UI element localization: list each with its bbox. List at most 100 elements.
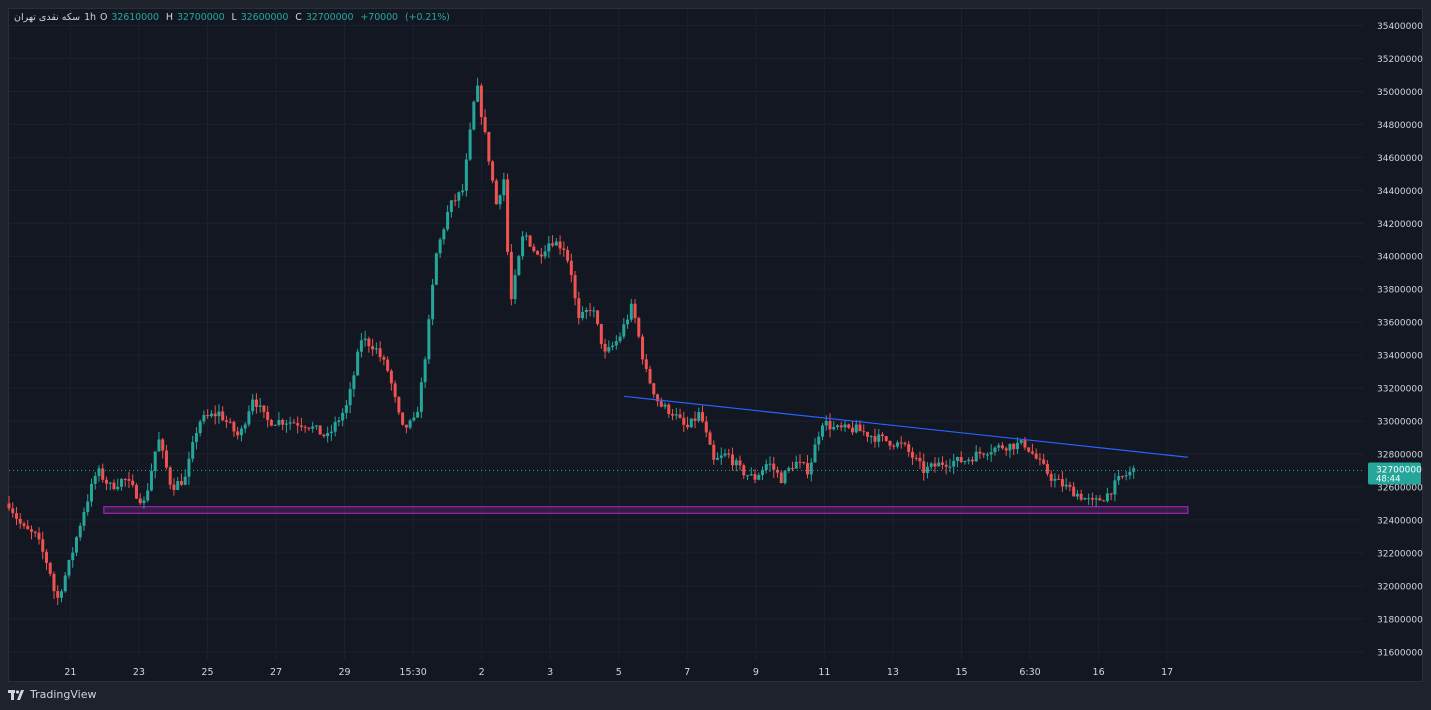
candle-body <box>1128 471 1132 476</box>
candle-body <box>247 411 251 425</box>
candle-body <box>974 451 978 462</box>
candle-body <box>895 442 899 447</box>
x-tick-label: 13 <box>887 667 899 678</box>
candle-body <box>112 482 116 490</box>
y-tick-label: 32600000 <box>1377 483 1423 493</box>
candle-body <box>626 319 630 325</box>
candle-body <box>329 431 333 433</box>
candle-body <box>1072 486 1076 497</box>
candle-body <box>918 457 922 462</box>
candle-body <box>532 246 536 252</box>
candle-body <box>554 241 558 246</box>
x-tick-label: 21 <box>64 667 76 678</box>
candle-body <box>236 431 240 436</box>
candle-body <box>198 421 202 434</box>
candle-body <box>914 457 918 459</box>
candle-body <box>940 462 944 465</box>
candle-body <box>344 405 348 413</box>
brand-name[interactable]: TradingView <box>30 688 97 701</box>
candle-body <box>431 284 435 320</box>
candle-body <box>224 420 228 422</box>
candle-body <box>1008 443 1012 451</box>
candle-body <box>667 404 671 415</box>
x-tick-label: 16 <box>1093 667 1105 678</box>
candle-body <box>925 466 929 474</box>
candle-body <box>955 457 959 461</box>
candle-body <box>179 481 183 485</box>
candle-body <box>206 415 210 417</box>
candle-body <box>1098 498 1102 501</box>
candle-body <box>824 420 828 426</box>
candle-body <box>1034 453 1038 459</box>
legend-symbol[interactable]: سکه نقدی تهران <box>14 12 81 23</box>
candle-body <box>959 457 963 463</box>
candle-body <box>596 310 600 324</box>
candle-body <box>494 180 498 205</box>
legend-open-label: O <box>99 12 108 23</box>
time-axis: 21 23 25 27 29 15:30 2 3 5 7 9 11 13 15 6:30 16 17 <box>64 667 1173 678</box>
candle-body <box>806 463 810 475</box>
candle-body <box>1124 475 1128 477</box>
candle-body <box>168 467 172 485</box>
candle-body <box>569 260 573 276</box>
candle-body <box>273 424 277 426</box>
candle-body <box>854 424 858 433</box>
candle-body <box>307 427 311 429</box>
candle-body <box>753 474 757 480</box>
x-tick-label: 9 <box>753 667 759 678</box>
candle-body <box>671 414 675 416</box>
candle-body <box>1030 451 1034 454</box>
x-tick-label: 7 <box>684 667 690 678</box>
candle-body <box>14 513 18 519</box>
candle-body <box>798 461 802 463</box>
candle-body <box>153 451 157 471</box>
candle-body <box>809 462 813 475</box>
candle-body <box>1102 500 1106 502</box>
candle-body <box>262 405 266 412</box>
y-tick-label: 34400000 <box>1377 187 1423 197</box>
x-tick-label: 15:30 <box>399 667 426 678</box>
candle-body <box>446 211 450 230</box>
candle-body <box>449 200 453 212</box>
candle-body <box>903 442 907 445</box>
y-tick-label: 33000000 <box>1377 418 1423 428</box>
candle-body <box>191 442 195 459</box>
candle-body <box>386 359 390 371</box>
candle-body <box>832 426 836 430</box>
y-tick-label: 34600000 <box>1377 154 1423 164</box>
candle-body <box>1027 447 1031 452</box>
legend-change-pct: (+0.21%) <box>405 12 450 23</box>
candle-body <box>588 310 592 312</box>
legend-high-value: 32700000 <box>176 12 225 23</box>
trendline-line <box>624 395 1188 458</box>
candle-body <box>888 440 892 446</box>
candle-body <box>719 455 723 458</box>
candle-body <box>322 434 326 437</box>
candle-body <box>1105 493 1109 502</box>
candle-body <box>254 399 258 407</box>
candle-body <box>787 468 791 471</box>
chart-frame <box>8 8 1423 682</box>
legend-low-label: L <box>231 12 237 23</box>
candle-body <box>1087 498 1091 500</box>
legend-interval[interactable]: 1h <box>84 12 96 23</box>
candle-body <box>157 439 161 452</box>
candle-body <box>29 529 33 532</box>
candle-body <box>839 425 843 428</box>
candle-body <box>907 444 911 452</box>
candle-body <box>71 552 75 561</box>
candle-body <box>922 461 926 474</box>
candle-body <box>97 468 101 476</box>
candle-body <box>269 420 273 426</box>
tradingview-logo-icon[interactable] <box>8 689 24 700</box>
candle-body <box>67 560 71 576</box>
candle-body <box>86 501 90 512</box>
legend-close-value: 32700000 <box>305 12 354 23</box>
candle-body <box>1042 459 1046 464</box>
candle-body <box>982 453 986 455</box>
candle-body <box>566 250 570 261</box>
candle-body <box>228 421 232 423</box>
candle-body <box>869 436 873 438</box>
